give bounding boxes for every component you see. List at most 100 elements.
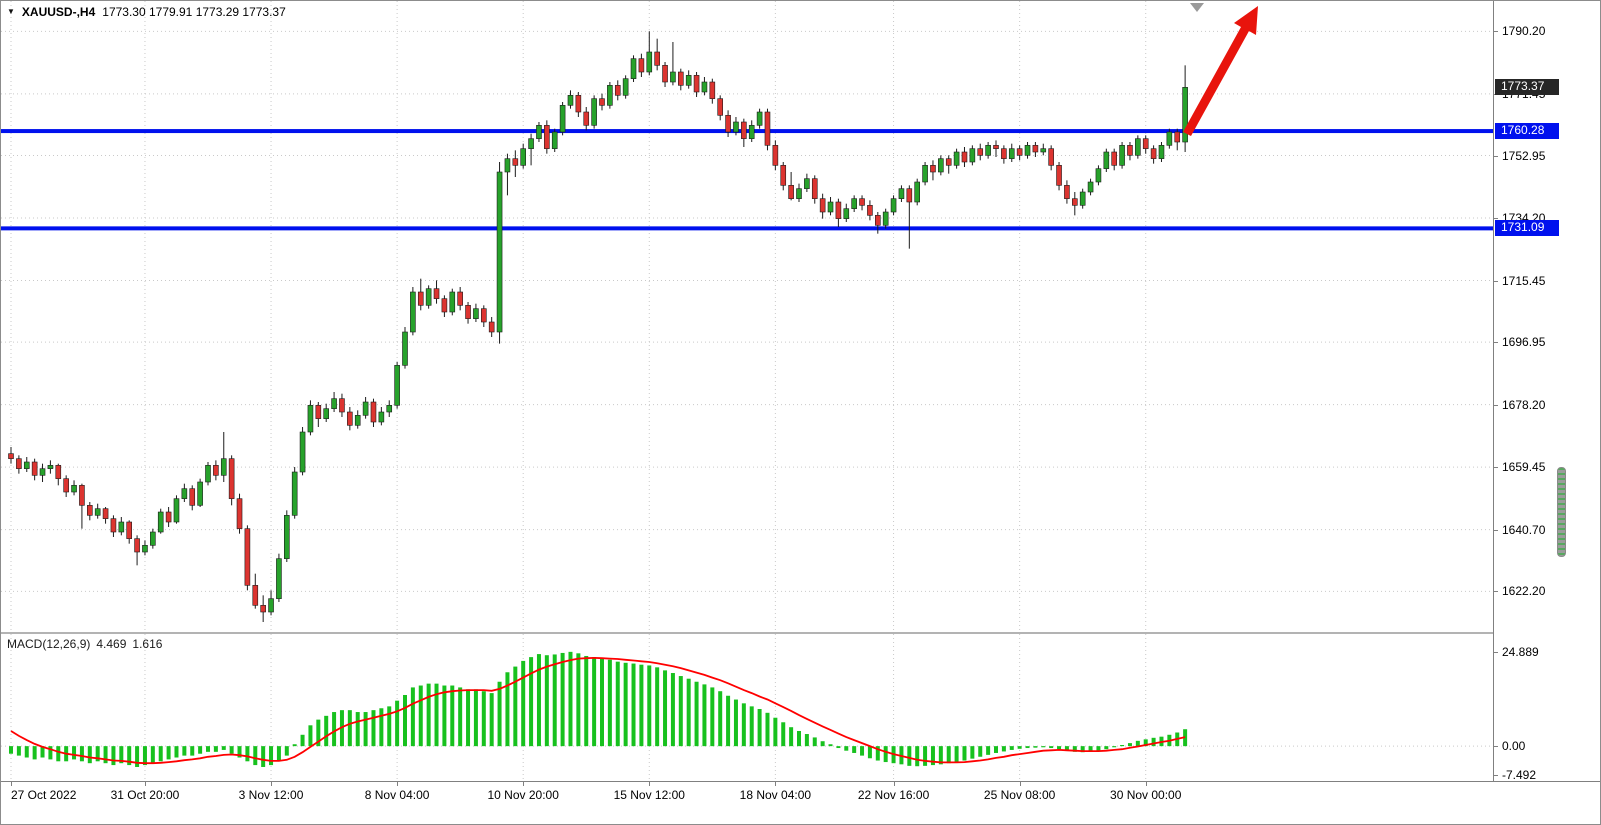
candle bbox=[87, 502, 93, 521]
candle bbox=[339, 393, 345, 417]
time-axis-tick bbox=[1145, 782, 1147, 786]
candle bbox=[347, 407, 353, 431]
time-axis-label: 8 Nov 04:00 bbox=[364, 788, 430, 802]
price-axis[interactable]: 1790.201771.451752.951734.201715.451696.… bbox=[1494, 1, 1600, 782]
macd-histogram-bar bbox=[852, 746, 857, 753]
candle bbox=[79, 483, 85, 529]
candle bbox=[228, 455, 235, 506]
candle bbox=[788, 172, 794, 201]
level-price-tag: 1731.09 bbox=[1495, 220, 1559, 237]
trend-arrow-annotation[interactable] bbox=[1183, 6, 1258, 136]
main-chart-area[interactable]: ▼ XAUUSD-,H4 1773.30 1779.91 1773.29 177… bbox=[1, 1, 1493, 632]
macd-histogram-bar bbox=[158, 746, 163, 762]
macd-histogram-bar bbox=[962, 746, 967, 761]
candle bbox=[1150, 145, 1157, 164]
horizontal-level-line[interactable] bbox=[1, 226, 1493, 231]
macd-histogram-bar bbox=[875, 746, 880, 761]
candle bbox=[268, 590, 274, 616]
macd-histogram-bar bbox=[418, 685, 423, 747]
macd-histogram-bar bbox=[355, 712, 360, 747]
candle bbox=[433, 280, 440, 304]
price-axis-tick bbox=[1494, 218, 1498, 219]
candle bbox=[827, 197, 834, 216]
macd-histogram-bar bbox=[773, 717, 778, 747]
candle bbox=[1103, 148, 1110, 172]
panel-splitter[interactable] bbox=[1, 632, 1493, 634]
time-axis-tick bbox=[775, 782, 777, 786]
macd-histogram-bar bbox=[623, 662, 628, 747]
macd-axis-label: 0.00 bbox=[1502, 739, 1526, 754]
candle bbox=[622, 75, 629, 99]
candle bbox=[480, 305, 487, 327]
macd-histogram-bar bbox=[1033, 746, 1038, 748]
macd-histogram-bar bbox=[245, 746, 250, 762]
candle bbox=[693, 72, 700, 97]
macd-histogram-bar bbox=[560, 652, 565, 747]
candle bbox=[110, 515, 117, 537]
macd-histogram-bar bbox=[403, 694, 407, 747]
macd-histogram-bar bbox=[812, 737, 817, 747]
candle bbox=[94, 503, 101, 519]
candle bbox=[796, 183, 802, 202]
macd-histogram-bar bbox=[726, 695, 731, 747]
candle bbox=[764, 108, 771, 151]
candle bbox=[922, 162, 928, 186]
time-axis-tick bbox=[893, 782, 895, 786]
vertical-scrollbar-thumb[interactable] bbox=[1557, 467, 1566, 557]
candle bbox=[465, 302, 471, 324]
candle bbox=[260, 595, 266, 622]
candle bbox=[930, 160, 936, 181]
time-axis[interactable]: 27 Oct 2022 31 Oct 20:00 3 Nov 12:00 8 Nov … bbox=[1, 782, 1600, 824]
macd-histogram-bar bbox=[1143, 739, 1148, 747]
candle bbox=[985, 142, 991, 159]
macd-histogram-bar bbox=[103, 746, 108, 764]
candle bbox=[993, 140, 999, 157]
chart-shift-marker-icon[interactable] bbox=[1190, 3, 1204, 12]
macd-histogram-bar bbox=[142, 746, 147, 766]
candle bbox=[1166, 128, 1173, 149]
candle bbox=[386, 400, 393, 417]
macd-panel[interactable]: MACD(12,26,9) 4.469 1.616 bbox=[1, 634, 1493, 781]
macd-histogram-bar bbox=[607, 659, 612, 747]
macd-chart[interactable] bbox=[1, 634, 1493, 781]
macd-histogram-bar bbox=[363, 712, 368, 747]
candle bbox=[945, 155, 952, 174]
horizontal-level-line[interactable] bbox=[1, 129, 1493, 134]
candlestick-chart[interactable] bbox=[1, 1, 1493, 632]
macd-histogram-bar bbox=[1104, 746, 1109, 750]
macd-histogram-bar bbox=[521, 660, 526, 747]
macd-histogram-bar bbox=[915, 746, 920, 767]
macd-histogram-bar bbox=[253, 746, 258, 766]
time-axis-label: 10 Nov 20:00 bbox=[487, 788, 559, 802]
macd-histogram-bar bbox=[970, 746, 975, 759]
macd-main-value: 4.469 bbox=[96, 637, 127, 651]
candle bbox=[614, 80, 621, 101]
candle bbox=[748, 120, 755, 142]
macd-histogram-bar bbox=[347, 710, 352, 747]
candle bbox=[843, 203, 850, 222]
candle bbox=[709, 78, 716, 104]
macd-histogram-bar bbox=[647, 665, 652, 747]
candle bbox=[1135, 135, 1141, 159]
time-axis-label: 25 Nov 08:00 bbox=[983, 788, 1056, 802]
candle bbox=[291, 467, 298, 519]
symbol-dropdown-icon[interactable]: ▼ bbox=[7, 7, 15, 16]
candle bbox=[189, 485, 196, 511]
macd-histogram-bar bbox=[789, 727, 794, 747]
macd-histogram-bar bbox=[820, 741, 825, 747]
macd-histogram-bar bbox=[119, 746, 124, 764]
macd-histogram-bar bbox=[127, 746, 132, 766]
macd-histogram-bar bbox=[1120, 745, 1125, 747]
candle bbox=[725, 110, 731, 137]
macd-histogram-bar bbox=[584, 655, 589, 747]
macd-histogram-bar bbox=[631, 663, 636, 747]
price-axis-label: 1622.20 bbox=[1502, 584, 1546, 599]
candle bbox=[362, 397, 369, 419]
macd-histogram-bar bbox=[923, 746, 928, 766]
macd-histogram-bar bbox=[994, 746, 998, 753]
candle bbox=[370, 398, 377, 427]
time-axis-tick bbox=[649, 782, 651, 786]
macd-histogram-bar bbox=[757, 709, 762, 747]
time-axis-tick bbox=[397, 782, 399, 786]
macd-histogram-bar bbox=[284, 746, 289, 756]
